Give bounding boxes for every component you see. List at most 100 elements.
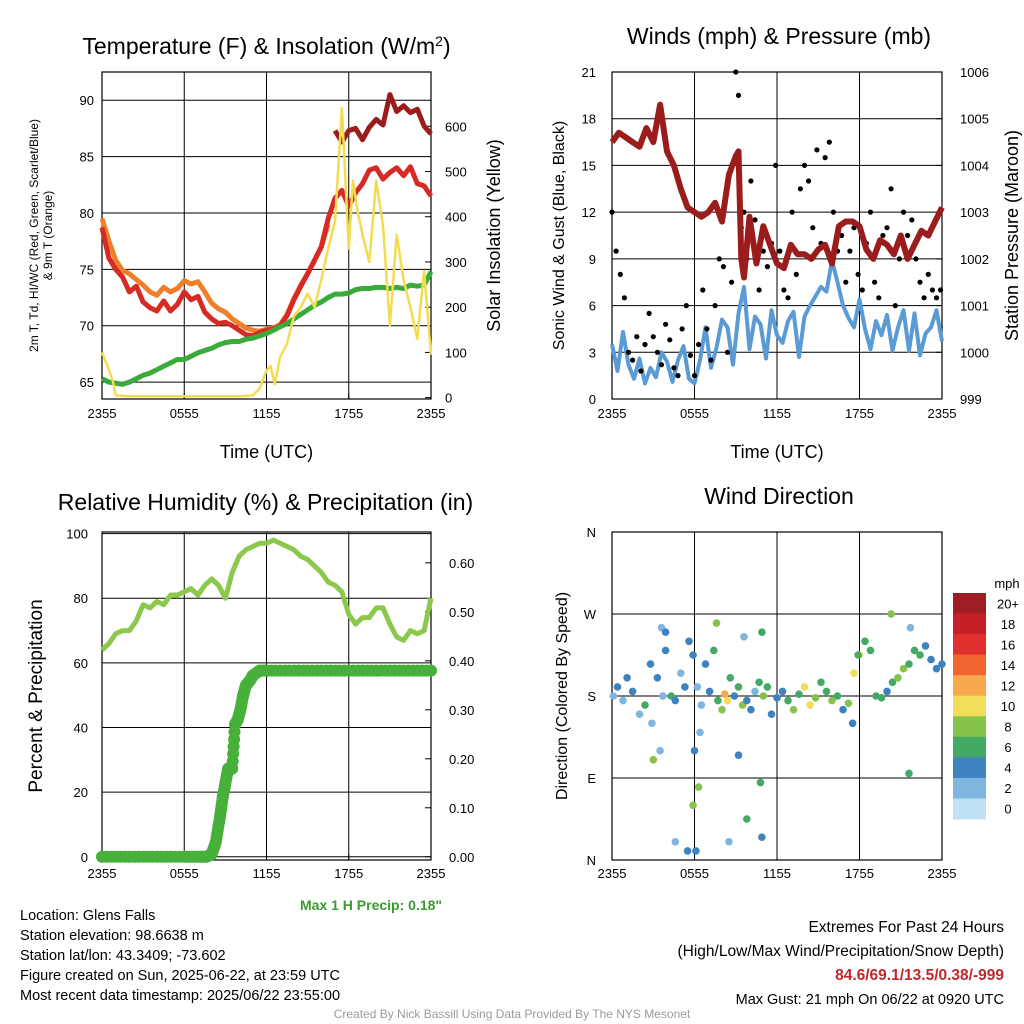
chart-wind: 0 3 6 9 12 15 18 21 999 1000 1001 1002 1003 1004 1005 1…: [551, 23, 1022, 462]
gust-point: [872, 279, 878, 285]
y2-tick-label: 1002: [960, 252, 989, 267]
y-tick-label: 85: [80, 150, 94, 165]
y-tick-label: 6: [589, 299, 596, 314]
gust-point: [760, 248, 766, 254]
y2-axis-label-text: Station Pressure (Maroon): [1002, 130, 1022, 341]
direction-point: [755, 678, 763, 687]
gust-point: [735, 92, 742, 98]
direction-point: [844, 699, 853, 708]
direction-point: [683, 847, 692, 855]
gust-point: [748, 178, 754, 184]
direction-point: [916, 651, 924, 659]
elevation-text: Station elevation: 98.6638 m: [20, 928, 204, 944]
colorbar-swatch: [953, 593, 986, 614]
y-tick-label: E: [587, 771, 596, 786]
direction-point: [758, 628, 766, 636]
gust-point: [773, 162, 779, 168]
direction-point: [690, 746, 699, 755]
extremes-info: Extremes For Past 24 Hours (High/Low/Max…: [678, 916, 1005, 1012]
gust-point: [938, 287, 944, 293]
direction-point: [653, 674, 662, 682]
direction-point: [656, 746, 664, 755]
direction-point: [759, 692, 768, 700]
y2-tick-label: 1005: [960, 112, 989, 127]
direction-point: [689, 651, 697, 659]
gust-point: [712, 303, 718, 309]
y2-axis-label: Station Pressure (Maroon): [1002, 130, 1022, 341]
gust-point: [704, 326, 710, 332]
chart-title: Temperature (F) & Insolation (W/m2): [82, 33, 450, 59]
created-text: Figure created on Sun, 2025-06-22, at 23…: [20, 968, 340, 984]
gust-point: [888, 186, 894, 192]
direction-point: [767, 710, 776, 718]
direction-point: [723, 696, 732, 705]
gust-point: [797, 186, 804, 192]
direction-point: [822, 687, 831, 696]
direction-point: [696, 728, 704, 737]
direction-point: [784, 696, 792, 705]
gust-point: [708, 357, 714, 363]
plot-frame: [611, 71, 943, 400]
direction-point: [730, 692, 739, 700]
y2-tick-label: 100: [445, 345, 467, 360]
gust-point: [917, 279, 923, 285]
gust-point: [789, 209, 795, 215]
gust-point: [650, 334, 656, 340]
gust-point: [696, 341, 702, 348]
direction-point: [866, 646, 875, 655]
direction-point: [635, 710, 644, 718]
y-tick-label: 75: [80, 262, 94, 277]
direction-point: [692, 847, 700, 855]
series-solar: [100, 106, 433, 398]
direction-point: [712, 619, 721, 627]
gust-point: [814, 147, 820, 153]
direction-point: [743, 696, 751, 705]
gust-point: [733, 69, 739, 75]
gust-point: [621, 295, 628, 301]
direction-point: [734, 751, 743, 759]
y2-axis-label: Solar Insolation (Yellow): [484, 139, 504, 331]
x-axis-label: Time (UTC): [730, 442, 823, 462]
gust-point: [826, 139, 832, 145]
gust-point: [630, 357, 636, 363]
colorbar-label: 8: [1004, 720, 1011, 735]
y2-tick-label: 0.20: [449, 752, 474, 767]
colorbar-swatch: [953, 798, 986, 820]
precip-point: [425, 664, 437, 677]
y2-tick-label: 1000: [960, 345, 989, 360]
x-tick-label: 1755: [845, 406, 874, 421]
colorbar-swatch: [953, 757, 986, 779]
gust-point: [905, 232, 911, 239]
direction-point: [877, 694, 886, 702]
chart-title: Wind Direction: [704, 483, 854, 509]
gust-point: [925, 271, 931, 277]
direction-point: [641, 701, 649, 709]
gust-point: [700, 287, 706, 293]
x-tick-label: 2355: [928, 406, 957, 421]
direction-point: [671, 696, 680, 705]
gust-point: [843, 279, 849, 285]
colorbar-label: 20+: [997, 596, 1019, 611]
latlon-text: Station lat/lon: 43.3409; -73.602: [20, 948, 226, 964]
y-tick-label: 65: [80, 375, 94, 390]
direction-point: [905, 660, 913, 668]
gust-point: [654, 349, 661, 355]
gust-point: [613, 248, 619, 254]
gust-point: [822, 155, 828, 161]
y-axis-label-text: Percent & Precipitation: [26, 599, 47, 792]
direction-point: [648, 719, 656, 728]
x-tick-label: 0555: [170, 866, 199, 881]
direction-point: [773, 694, 781, 702]
gust-point: [646, 310, 652, 316]
series-hi: [332, 92, 433, 145]
direction-point: [887, 610, 895, 618]
extremes-title: Extremes For Past 24 Hours: [808, 919, 1004, 936]
y2-tick-label: 1003: [960, 205, 989, 220]
x-tick-label: 1755: [845, 866, 874, 881]
plot-frame: [101, 531, 432, 861]
y-tick-label: N: [587, 853, 596, 868]
gust-point: [687, 352, 694, 358]
chart-title: Winds (mph) & Pressure (mb): [627, 23, 931, 49]
direction-point: [710, 646, 718, 655]
gust-point: [880, 232, 886, 239]
